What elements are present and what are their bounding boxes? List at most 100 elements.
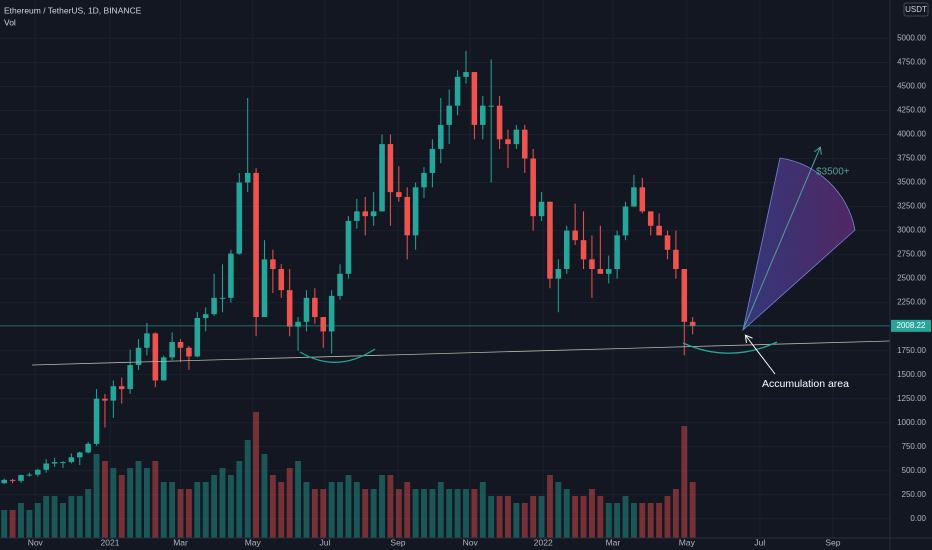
candle-body (35, 469, 41, 475)
candle-body (135, 347, 142, 366)
accumulation-arc (682, 341, 778, 354)
y-tick-label: 3750.00 (897, 154, 926, 163)
volume-bar (353, 482, 360, 538)
price-axis-bg (890, 0, 932, 550)
volume-bar (60, 503, 66, 538)
candle-body (9, 479, 16, 481)
candle-body (261, 259, 268, 318)
volume-bar (597, 496, 604, 538)
y-tick-label: 0.00 (910, 514, 926, 523)
volume-bar (135, 461, 142, 538)
candle-body (689, 321, 696, 326)
candle-body (244, 172, 251, 183)
candle-body (51, 462, 58, 464)
candle-body (194, 317, 201, 357)
currency-box (903, 2, 929, 17)
candle-body (673, 249, 679, 269)
volume-bar (446, 489, 453, 538)
volume-bar (379, 475, 385, 538)
chart-title: Ethereum / TetherUS, 1D, BINANCE (4, 5, 142, 15)
volume-bar (76, 496, 83, 538)
volume-bar (118, 475, 125, 538)
candle-body (647, 211, 654, 226)
volume-bar (160, 482, 167, 538)
volume-bar (227, 475, 234, 538)
volume-bar (269, 475, 276, 538)
volume-bar (622, 496, 629, 538)
volume-bar (362, 489, 369, 538)
volume-bar (311, 489, 318, 538)
candle-body (505, 139, 511, 145)
candle-body (454, 76, 461, 106)
candle-body (488, 105, 494, 107)
x-tick-label: Mar (606, 537, 621, 547)
support-line (31, 340, 891, 366)
volume-bar (328, 482, 335, 538)
candle-body (202, 314, 209, 318)
volume-bar (278, 482, 285, 538)
candle-body (295, 321, 301, 327)
volume-bar (387, 475, 394, 538)
x-tick-label: Mar (173, 537, 188, 547)
y-tick-label: 2750.00 (897, 250, 926, 259)
accumulation-arc (299, 348, 376, 363)
candle-body (631, 187, 637, 207)
volume-bar (219, 468, 226, 538)
volume-bar (656, 503, 663, 538)
volume-bar (479, 482, 486, 538)
volume-bar (463, 489, 469, 538)
volume-bar (93, 454, 100, 538)
candle-body (614, 235, 620, 269)
x-tick-label: Sep (825, 537, 840, 547)
candle-body (605, 269, 612, 274)
volume-bar (177, 489, 184, 538)
y-tick-label: 500.00 (902, 466, 927, 475)
candle-body (144, 333, 150, 348)
volume-bar (605, 503, 612, 538)
candle-body (513, 129, 520, 145)
y-tick-label: 5000.00 (897, 34, 926, 43)
candle-body (85, 443, 91, 453)
x-tick-label: Nov (28, 537, 44, 547)
candle-body (412, 187, 419, 236)
candle-body (555, 269, 562, 279)
volume-bar (681, 426, 688, 538)
volume-bar (26, 510, 33, 538)
candle-body (110, 386, 117, 401)
candle-body (471, 72, 478, 125)
y-tick-label: 3250.00 (897, 202, 926, 211)
volume-bar (194, 482, 201, 538)
candle-body (589, 259, 595, 269)
candle-body (463, 72, 469, 77)
x-tick-label: Sep (390, 537, 405, 547)
candle-body (236, 182, 243, 254)
volume-bar (664, 496, 671, 538)
volume-bar (689, 482, 696, 538)
last-price-label: 2008.22 (897, 321, 926, 330)
volume-bar (538, 496, 545, 538)
x-tick-label: May (679, 537, 696, 547)
volume-layer (1, 412, 696, 538)
y-tick-label: 1000.00 (897, 418, 926, 427)
y-tick-label: 1500.00 (897, 370, 926, 379)
volume-bar (563, 489, 570, 538)
volume-bar (1, 510, 8, 538)
x-tick-label: Nov (463, 537, 479, 547)
volume-bar (185, 489, 192, 538)
volume-bar (295, 461, 302, 538)
candle-body (253, 172, 259, 318)
volume-bar (345, 475, 352, 538)
candle-body (169, 342, 175, 358)
volume-bar (143, 468, 150, 538)
candle-body (597, 269, 604, 274)
candle-body (622, 206, 629, 236)
volume-bar (488, 496, 495, 538)
y-tick-label: 2250.00 (897, 298, 926, 307)
volume-bar (630, 503, 637, 538)
volume-bar (647, 503, 654, 538)
candle-body (102, 398, 108, 401)
candle-body (345, 220, 352, 274)
x-tick-label: Jul (319, 537, 330, 547)
volume-bar (244, 440, 251, 538)
